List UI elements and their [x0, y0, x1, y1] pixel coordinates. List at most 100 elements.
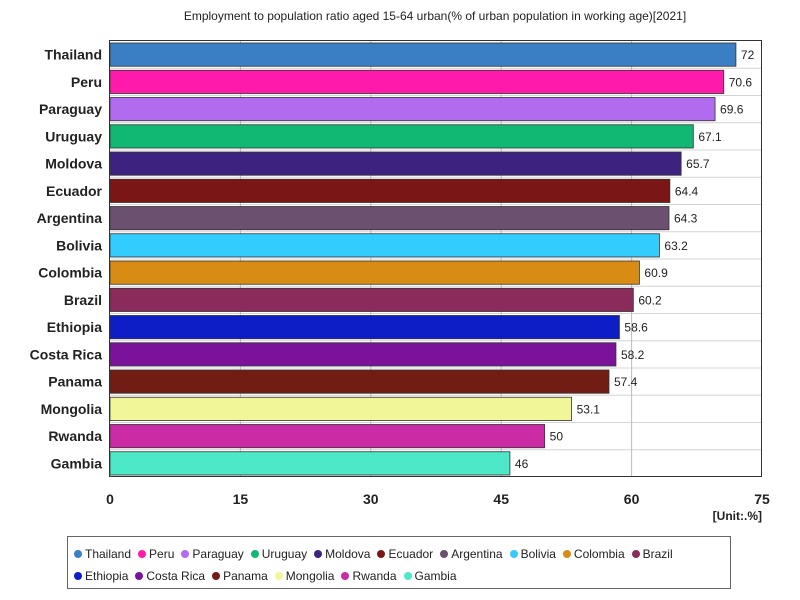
category-label: Peru: [71, 74, 102, 90]
value-label: 53.1: [577, 402, 601, 416]
value-label: 64.3: [674, 212, 698, 226]
chart-title: Employment to population ratio aged 15-6…: [183, 9, 687, 23]
legend-marker: [509, 550, 518, 558]
category-label: Ecuador: [46, 183, 103, 199]
legend-marker: [274, 572, 283, 580]
category-label: Thailand: [44, 47, 102, 63]
x-tick-label: 45: [493, 491, 509, 507]
value-label: 60.2: [638, 293, 662, 307]
value-label: 69.6: [720, 103, 744, 117]
legend-marker: [212, 572, 221, 580]
bar-thailand: [109, 42, 737, 67]
value-label: 60.9: [644, 266, 668, 280]
unit-label: [Unit:.%]: [712, 509, 762, 523]
bar-mongolia: [109, 396, 573, 421]
legend-item: Panama: [212, 565, 268, 587]
legend-label: Panama: [223, 569, 268, 583]
legend-item: Argentina: [440, 543, 503, 565]
category-label: Moldova: [45, 156, 102, 172]
legend-label: Rwanda: [352, 569, 397, 583]
legend-marker: [181, 550, 190, 558]
legend-marker: [403, 572, 412, 580]
value-label: 72: [741, 48, 755, 62]
legend-item: Moldova: [314, 543, 370, 565]
category-label: Colombia: [38, 265, 102, 281]
legend-item: Peru: [138, 543, 174, 565]
legend-marker: [631, 550, 640, 558]
category-label: Rwanda: [48, 428, 102, 444]
category-label: Ethiopia: [47, 319, 102, 335]
legend-label: Bolivia: [520, 547, 556, 561]
legend: Thailand Peru Paraguay Uruguay Moldova Ecuado…: [67, 536, 731, 589]
value-label: 70.6: [729, 75, 753, 89]
x-tick-label: 15: [233, 491, 249, 507]
legend-item: Gambia: [403, 565, 457, 587]
legend-marker: [250, 550, 259, 558]
bar-colombia: [109, 260, 640, 285]
bar-bolivia: [109, 233, 660, 258]
legend-label: Peru: [149, 547, 175, 561]
legend-marker: [314, 550, 323, 558]
bar-ecuador: [109, 178, 671, 203]
legend-item: Brazil: [631, 543, 673, 565]
legend-label: Brazil: [642, 547, 673, 561]
legend-label: Thailand: [85, 547, 132, 561]
legend-label: Colombia: [573, 547, 625, 561]
legend-label: Moldova: [325, 547, 371, 561]
legend-item: Bolivia: [509, 543, 556, 565]
legend-item: Ecuador: [377, 543, 433, 565]
legend-marker: [74, 550, 82, 558]
legend-item: Ethiopia: [74, 565, 128, 587]
value-label: 67.1: [698, 130, 722, 144]
legend-marker: [135, 572, 144, 580]
category-label: Panama: [48, 374, 102, 390]
legend-label: Uruguay: [261, 547, 308, 561]
category-label: Brazil: [64, 292, 102, 308]
legend-label: Paraguay: [192, 547, 244, 561]
legend-label: Mongolia: [285, 569, 335, 583]
legend-label: Argentina: [451, 547, 503, 561]
bar-ethiopia: [109, 315, 620, 340]
value-label: 57.4: [614, 375, 638, 389]
category-label: Costa Rica: [30, 346, 103, 362]
x-tick-label: 75: [754, 491, 770, 507]
value-label: 65.7: [686, 157, 710, 171]
bar-uruguay: [109, 124, 694, 149]
legend-label: Costa Rica: [146, 569, 206, 583]
legend-marker: [138, 550, 147, 558]
legend-label: Ecuador: [388, 547, 434, 561]
legend-marker: [562, 550, 571, 558]
legend-item: Paraguay: [181, 543, 244, 565]
plot-area-frame: [109, 40, 762, 477]
bar-gambia: [109, 451, 511, 476]
bar-peru: [109, 69, 725, 94]
legend-item: Thailand: [74, 543, 131, 565]
legend-item: Colombia: [562, 543, 625, 565]
legend-item: Mongolia: [274, 565, 335, 587]
category-label: Argentina: [37, 210, 103, 226]
category-label: Gambia: [51, 455, 103, 471]
bar-argentina: [109, 206, 670, 231]
legend-marker: [440, 550, 449, 558]
legend-marker: [341, 572, 350, 580]
legend-item: Uruguay: [250, 543, 308, 565]
value-label: 58.6: [624, 321, 648, 335]
value-label: 58.2: [621, 348, 645, 362]
x-tick-label: 0: [106, 491, 114, 507]
legend-label: Gambia: [414, 569, 457, 583]
category-label: Mongolia: [41, 401, 103, 417]
value-label: 63.2: [664, 239, 688, 253]
bar-moldova: [109, 151, 682, 176]
bar-rwanda: [109, 424, 546, 449]
value-label: 50: [550, 430, 564, 444]
category-label: Uruguay: [45, 128, 102, 144]
legend-item: Costa Rica: [135, 565, 205, 587]
legend-marker: [74, 572, 82, 580]
bar-costa-rica: [109, 342, 617, 367]
bar-paraguay: [109, 97, 716, 122]
bar-panama: [109, 369, 610, 394]
legend-marker: [377, 550, 386, 558]
bar-brazil: [109, 287, 634, 312]
x-tick-label: 30: [363, 491, 379, 507]
